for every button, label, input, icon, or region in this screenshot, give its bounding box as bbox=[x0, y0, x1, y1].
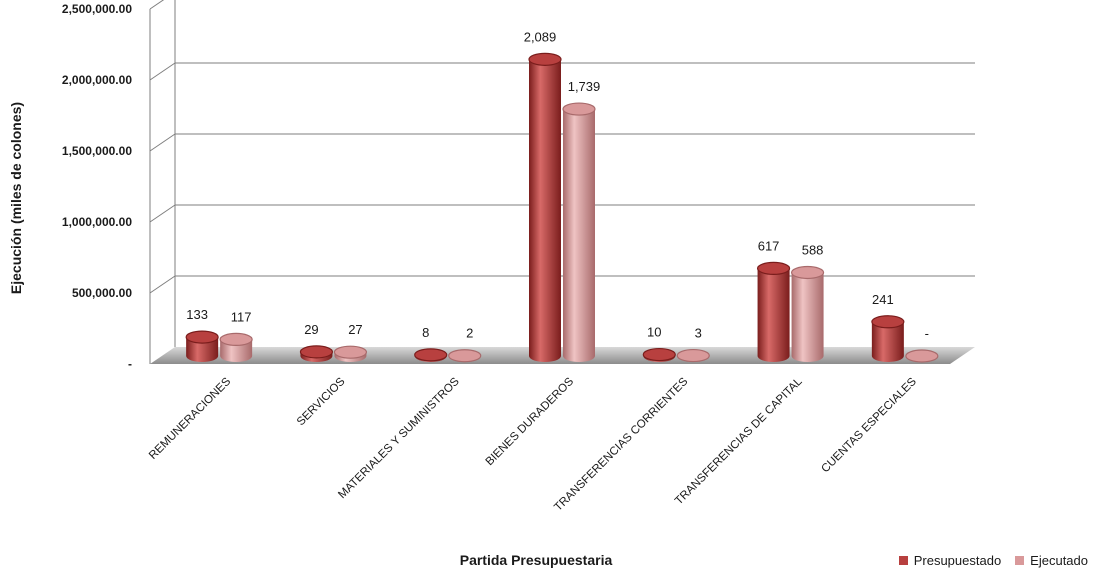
bar-presupuestado bbox=[756, 261, 791, 362]
gridline-diag bbox=[149, 0, 165, 10]
legend-item-ejecutado: Ejecutado bbox=[1015, 553, 1088, 568]
bar-top bbox=[790, 265, 825, 280]
x-tick-label: REMUNERACIONES bbox=[147, 375, 233, 461]
bar-ejecutado bbox=[790, 265, 825, 362]
floor-plane bbox=[150, 347, 975, 364]
bar-presupuestado bbox=[414, 348, 448, 362]
bars bbox=[185, 52, 939, 363]
bar-ejecutado bbox=[562, 102, 596, 362]
bar-top bbox=[528, 52, 562, 66]
bar-presupuestado bbox=[528, 52, 562, 362]
data-label: 29 bbox=[304, 322, 318, 337]
bar-top bbox=[676, 348, 710, 363]
y-axis-ticks: - 500,000.00 1,000,000.00 1,500,000.00 2,000… bbox=[62, 2, 132, 371]
bar-top bbox=[185, 330, 219, 344]
data-label: 10 bbox=[647, 325, 661, 340]
data-label: 3 bbox=[695, 326, 702, 341]
bar-ejecutado bbox=[905, 349, 939, 363]
bar-ejecutado bbox=[676, 348, 710, 363]
x-axis-title: Partida Presupuestaria bbox=[460, 552, 613, 568]
bar-top bbox=[219, 332, 253, 346]
data-label: 1,739 bbox=[568, 79, 601, 94]
gridline-diag bbox=[149, 204, 176, 223]
legend-swatch-ejecutado bbox=[1015, 556, 1025, 565]
bar-body bbox=[529, 59, 561, 362]
bar-body bbox=[871, 321, 904, 362]
data-label: 27 bbox=[348, 322, 362, 337]
bar-top bbox=[562, 102, 596, 116]
data-label: 2 bbox=[466, 326, 473, 341]
legend-item-presupuestado: Presupuestado bbox=[898, 553, 1002, 568]
bar-body bbox=[186, 337, 219, 362]
legend-swatch-presupuestado bbox=[898, 556, 908, 565]
bar-top bbox=[414, 348, 448, 362]
bar-body bbox=[757, 268, 790, 362]
chart-floor bbox=[150, 347, 975, 364]
x-tick-label: TRANSFERENCIAS CORRIENTES bbox=[552, 375, 690, 513]
y-tick-label: 500,000.00 bbox=[72, 286, 132, 300]
bar-top bbox=[871, 315, 905, 329]
gridline-diag bbox=[149, 133, 176, 152]
x-tick-label: BIENES DURADEROS bbox=[484, 375, 577, 468]
x-tick-label: CUENTAS ESPECIALES bbox=[819, 375, 919, 475]
data-label: 617 bbox=[758, 238, 780, 253]
data-labels: 133 117 29 27 8 2 2,089 1,739 10 3 617 588 241 - bbox=[186, 29, 929, 341]
bar-presupuestado bbox=[642, 347, 676, 362]
bar-top bbox=[299, 345, 334, 359]
bar-presupuestado bbox=[871, 315, 905, 362]
data-label: 8 bbox=[422, 325, 429, 340]
bar-top bbox=[448, 349, 482, 363]
bar-top bbox=[756, 261, 791, 275]
data-label: - bbox=[925, 326, 929, 341]
data-label: 133 bbox=[186, 307, 208, 322]
data-label: 241 bbox=[872, 292, 894, 307]
gridline-diag bbox=[149, 62, 176, 81]
legend-label-ejecutado: Ejecutado bbox=[1030, 553, 1088, 568]
y-axis-title: Ejecución (miles de colones) bbox=[8, 102, 24, 294]
legend-label-presupuestado: Presupuestado bbox=[913, 553, 1002, 568]
legend: Presupuestado Ejecutado bbox=[898, 553, 1088, 568]
data-label: 2,089 bbox=[524, 29, 557, 44]
bar-top bbox=[905, 349, 939, 363]
y-tick-label: 1,500,000.00 bbox=[62, 144, 132, 158]
x-tick-label: MATERIALES Y SUMINISTROS bbox=[336, 375, 462, 501]
x-tick-label: SERVICIOS bbox=[295, 375, 348, 428]
bar-presupuestado bbox=[185, 330, 219, 362]
y-tick-label: 2,000,000.00 bbox=[62, 73, 132, 87]
y-tick-label: 2,500,000.00 bbox=[62, 2, 132, 16]
gridline-diag bbox=[149, 275, 176, 294]
bar-top bbox=[333, 345, 368, 359]
y-tick-label: - bbox=[128, 357, 132, 371]
y-tick-label: 1,000,000.00 bbox=[62, 215, 132, 229]
bar-ejecutado bbox=[219, 332, 253, 362]
data-label: 588 bbox=[802, 243, 824, 258]
bar-top bbox=[642, 347, 676, 362]
bar-body bbox=[563, 109, 595, 362]
bar-presupuestado bbox=[299, 345, 334, 362]
x-tick-label: TRANSFERENCIAS DE CAPITAL bbox=[673, 375, 805, 507]
bar-ejecutado bbox=[448, 349, 482, 363]
bar-ejecutado bbox=[333, 345, 368, 362]
data-label: 117 bbox=[231, 309, 252, 324]
bar-body bbox=[791, 272, 824, 362]
gridlines bbox=[149, 0, 975, 364]
